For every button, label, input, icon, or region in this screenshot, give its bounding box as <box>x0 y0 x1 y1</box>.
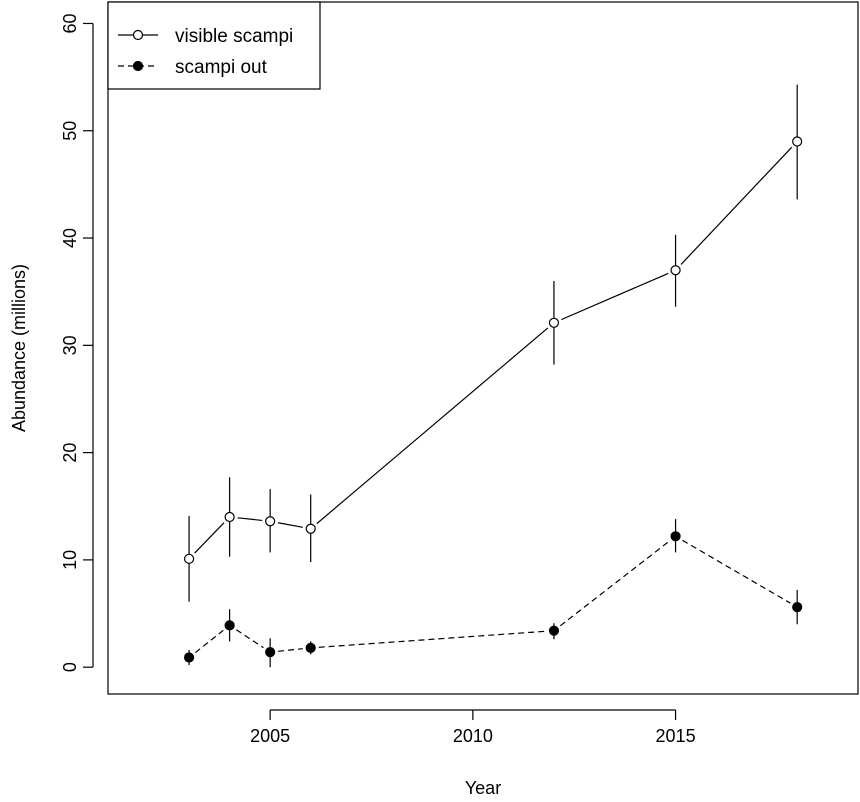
plot-frame <box>107 1 859 695</box>
y-tick-label: 10 <box>60 550 80 570</box>
series-line-segment <box>194 629 224 654</box>
y-tick-label: 40 <box>60 228 80 248</box>
y-tick-label: 50 <box>60 121 80 141</box>
x-tick-label: 2010 <box>453 726 493 746</box>
data-point <box>183 553 195 564</box>
legend: visible scampi scampi out <box>107 1 321 90</box>
y-tick-label: 0 <box>60 662 80 672</box>
legend-label-1: visible scampi <box>175 26 293 47</box>
data-point <box>224 511 235 523</box>
data-point <box>224 620 235 631</box>
data-point <box>670 531 681 542</box>
series-line-segment <box>235 629 264 649</box>
data-point <box>305 523 316 534</box>
data-point <box>305 642 316 653</box>
series-line-segment <box>277 522 303 528</box>
x-axis: 2005 2010 2015 <box>250 709 696 746</box>
data-point <box>265 516 276 527</box>
series-line-segment <box>680 146 793 265</box>
series-line-segment <box>682 539 791 604</box>
data-point <box>792 136 803 147</box>
legend-marker-1 <box>132 29 144 41</box>
data-point <box>265 647 276 658</box>
series-line-segment <box>318 630 547 648</box>
legend-label-2: scampi out <box>175 57 268 78</box>
data-point <box>670 265 681 276</box>
data-point <box>548 317 560 328</box>
y-tick-label: 60 <box>60 13 80 33</box>
legend-marker-2 <box>132 60 144 72</box>
y-axis-label: Abundance (millions) <box>9 264 29 432</box>
series-2 <box>183 519 803 668</box>
x-tick-label: 2005 <box>250 726 290 746</box>
legend-box <box>107 1 321 90</box>
series-line-segment <box>237 517 263 522</box>
series-line-segment <box>278 648 303 652</box>
x-tick-label: 2015 <box>656 726 696 746</box>
y-tick-label: 20 <box>60 443 80 463</box>
series-1 <box>183 84 803 602</box>
y-tick-label: 30 <box>60 335 80 355</box>
series-line-segment <box>194 522 225 554</box>
series-layer <box>183 84 803 668</box>
data-point <box>792 601 803 613</box>
series-line-segment <box>316 327 549 525</box>
data-point <box>183 652 195 663</box>
y-axis: 0 10 20 30 40 50 60 <box>60 13 94 672</box>
series-line-segment <box>561 272 669 321</box>
x-axis-label: Year <box>465 778 501 798</box>
data-point <box>548 625 560 636</box>
series-line-segment <box>559 540 670 627</box>
